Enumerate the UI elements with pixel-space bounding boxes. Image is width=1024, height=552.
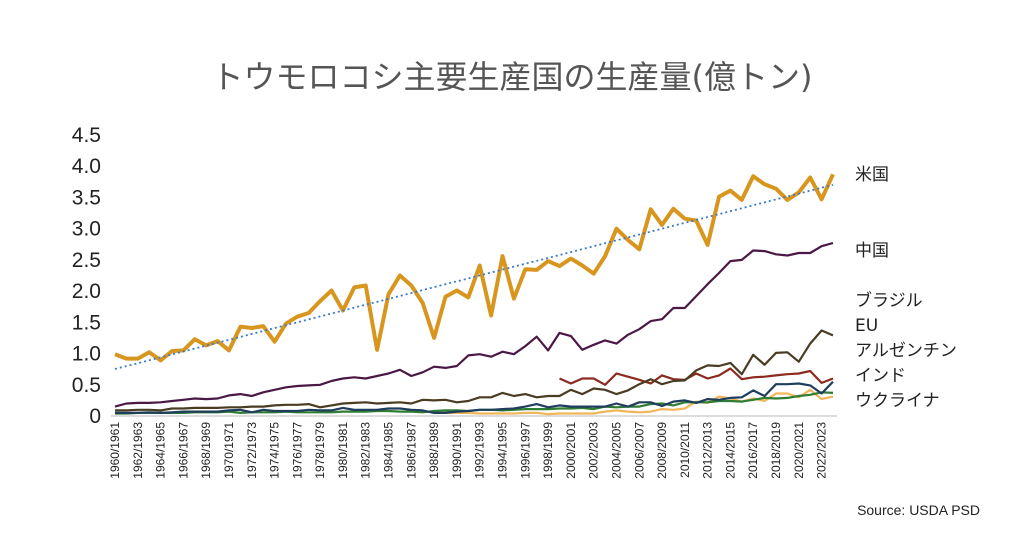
x-tick-label: 1966/1967	[176, 422, 190, 479]
y-tick-label: 1.0	[72, 343, 101, 366]
x-tick-label: 2000/2001	[564, 422, 578, 479]
x-tick-label: 1972/1973	[245, 422, 259, 479]
x-tick-label: 1992/1993	[473, 422, 487, 479]
x-tick-label: 2008/2009	[655, 422, 669, 479]
y-tick-label: 3.5	[72, 186, 101, 209]
y-tick-label: 0.5	[72, 374, 101, 397]
x-tick-label: 1960/1961	[108, 422, 122, 479]
x-tick-label: 1994/1995	[495, 422, 509, 479]
series-label: EU	[855, 316, 878, 336]
x-tick-label: 1964/1965	[154, 422, 168, 479]
x-tick-label: 1996/1997	[518, 422, 532, 479]
series-line	[115, 380, 834, 414]
series-label: アルゼンチン	[855, 341, 957, 361]
y-tick-label: 0	[89, 405, 101, 428]
y-tick-label: 2.0	[72, 280, 101, 303]
x-tick-label: 2012/2013	[701, 422, 715, 479]
x-tick-label: 2014/2015	[723, 422, 737, 479]
x-tick-label: 1998/1999	[541, 422, 555, 479]
x-tick-label: 2006/2007	[632, 422, 646, 479]
x-tick-label: 1986/1987	[404, 422, 418, 479]
series-label: ブラジル	[855, 290, 923, 311]
series-label: ウクライナ	[855, 391, 940, 411]
y-tick-label: 4.0	[72, 155, 101, 178]
x-tick-label: 2002/2003	[587, 422, 601, 479]
x-tick-label: 2004/2005	[609, 422, 623, 479]
y-tick-label: 3.0	[72, 218, 101, 241]
x-tick-label: 2020/2021	[792, 422, 806, 479]
y-tick-label: 1.5	[72, 311, 101, 334]
x-tick-label: 1980/1981	[336, 422, 350, 479]
chart-title: トウモロコシ主要生産国の生産量(億トン)	[212, 58, 813, 96]
source: Source: USDA PSD	[857, 502, 980, 518]
y-tick-label: 4.5	[72, 124, 101, 147]
x-tick-label: 2018/2019	[769, 422, 783, 479]
x-tick-label: 1968/1969	[199, 422, 213, 479]
x-tick-label: 2022/2023	[815, 422, 829, 479]
series-label: 中国	[855, 241, 889, 261]
series-line	[434, 388, 834, 416]
series-label: 米国	[855, 165, 889, 185]
x-tick-label: 1990/1991	[450, 422, 464, 479]
series-line	[115, 329, 834, 412]
y-tick-label: 2.5	[72, 249, 101, 272]
x-tick-label: 2016/2017	[746, 422, 760, 479]
series-line	[114, 241, 834, 408]
series-line	[559, 367, 834, 386]
x-tick-label: 1970/1971	[222, 422, 236, 479]
x-tick-label: 1978/1979	[313, 422, 327, 479]
series-label: インド	[855, 366, 906, 386]
x-tick-label: 1984/1985	[382, 422, 396, 479]
x-tick-label: 1962/1963	[131, 422, 145, 479]
series-line	[114, 173, 835, 363]
x-tick-label: 1974/1975	[268, 422, 282, 479]
x-tick-label: 2010/2011	[678, 422, 692, 478]
trendline	[114, 183, 834, 370]
x-tick-label: 1988/1989	[427, 422, 441, 479]
x-tick-label: 1982/1983	[359, 422, 373, 479]
x-tick-label: 1976/1977	[290, 422, 304, 479]
